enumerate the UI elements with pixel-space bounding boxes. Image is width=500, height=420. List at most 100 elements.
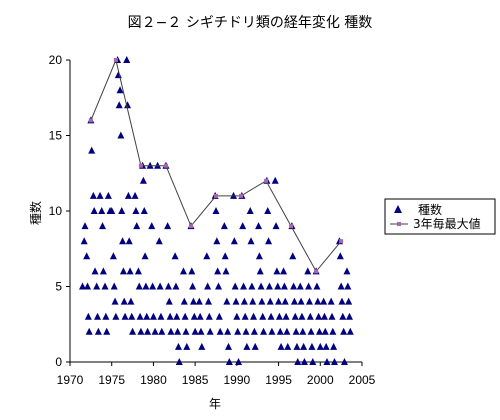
max-point (163, 163, 168, 168)
species-point (283, 327, 291, 335)
species-point (157, 312, 165, 320)
species-point (294, 358, 302, 365)
species-point (225, 358, 233, 365)
species-point (172, 282, 180, 290)
species-point (101, 282, 109, 290)
species-point (243, 342, 251, 350)
species-point (204, 282, 212, 290)
species-point (304, 267, 312, 275)
legend-square-icon (397, 222, 401, 226)
species-point (164, 222, 172, 230)
species-point (124, 101, 132, 109)
legend-triangle-icon (394, 205, 402, 213)
species-point (305, 297, 313, 305)
species-point (181, 312, 189, 320)
species-point (230, 237, 238, 245)
species-point (108, 207, 116, 214)
species-point (298, 312, 306, 320)
y-tick-label: 0 (55, 355, 62, 369)
max-point (214, 193, 218, 198)
species-point (133, 222, 141, 230)
species-point (257, 282, 265, 290)
species-point (267, 312, 275, 320)
species-point (204, 297, 212, 305)
species-point (300, 342, 308, 350)
species-point (99, 222, 107, 230)
species-point (165, 297, 173, 305)
species-point (250, 312, 258, 320)
species-point (344, 282, 352, 290)
species-point (240, 297, 248, 305)
x-tick-label: 1995 (265, 373, 292, 387)
max-point (138, 163, 143, 168)
species-point (84, 312, 92, 320)
species-point (112, 312, 120, 320)
species-point (232, 297, 240, 305)
species-point (119, 267, 127, 275)
species-point (91, 267, 99, 275)
species-point (246, 207, 254, 214)
species-point (292, 327, 300, 335)
species-point (265, 237, 273, 245)
species-point (93, 282, 101, 290)
species-point (234, 327, 242, 335)
species-point (248, 282, 256, 290)
species-point (329, 327, 337, 335)
species-point (239, 222, 247, 230)
species-point (137, 327, 145, 335)
species-point (139, 176, 147, 184)
species-point (216, 327, 224, 335)
species-point (322, 342, 330, 350)
species-point (313, 282, 321, 290)
species-point (321, 327, 329, 335)
species-point (247, 237, 255, 245)
legend-label-max: 3年毎最大値 (413, 216, 481, 231)
max-point (239, 193, 244, 198)
species-point (293, 342, 301, 350)
species-point (336, 252, 344, 260)
species-point (117, 131, 125, 139)
species-point (214, 267, 222, 275)
species-point (179, 267, 187, 275)
species-point (140, 207, 148, 214)
species-point (320, 297, 328, 305)
species-point (255, 222, 263, 230)
species-point (127, 297, 135, 305)
species-point (135, 282, 143, 290)
species-point (109, 252, 117, 260)
species-point (119, 237, 127, 245)
species-point (94, 327, 102, 335)
chart-title: 図２−２ シギチドリ類の経年変化 種数 (128, 14, 373, 31)
species-point (156, 282, 164, 290)
species-point (123, 56, 131, 63)
species-point (314, 297, 322, 305)
max-point (289, 224, 294, 229)
species-point (338, 297, 346, 305)
species-point (274, 282, 282, 290)
species-point (124, 191, 132, 199)
species-point (337, 282, 345, 290)
species-point (225, 342, 233, 350)
species-point (215, 312, 223, 320)
species-point (223, 297, 231, 305)
species-point (171, 252, 179, 260)
species-point (242, 327, 250, 335)
species-point (255, 252, 263, 260)
species-point (280, 267, 288, 275)
species-point (102, 312, 110, 320)
species-point (305, 282, 313, 290)
legend-label-species: 種数 (418, 202, 442, 217)
species-point (129, 327, 137, 335)
species-point (195, 297, 203, 305)
species-point (250, 327, 258, 335)
species-point (196, 312, 204, 320)
species-point (346, 327, 354, 335)
species-point (251, 342, 259, 350)
species-point (241, 312, 249, 320)
species-point (291, 312, 299, 320)
species-point (174, 327, 182, 335)
species-point (99, 267, 107, 275)
species-point (81, 222, 89, 230)
species-point (120, 297, 128, 305)
